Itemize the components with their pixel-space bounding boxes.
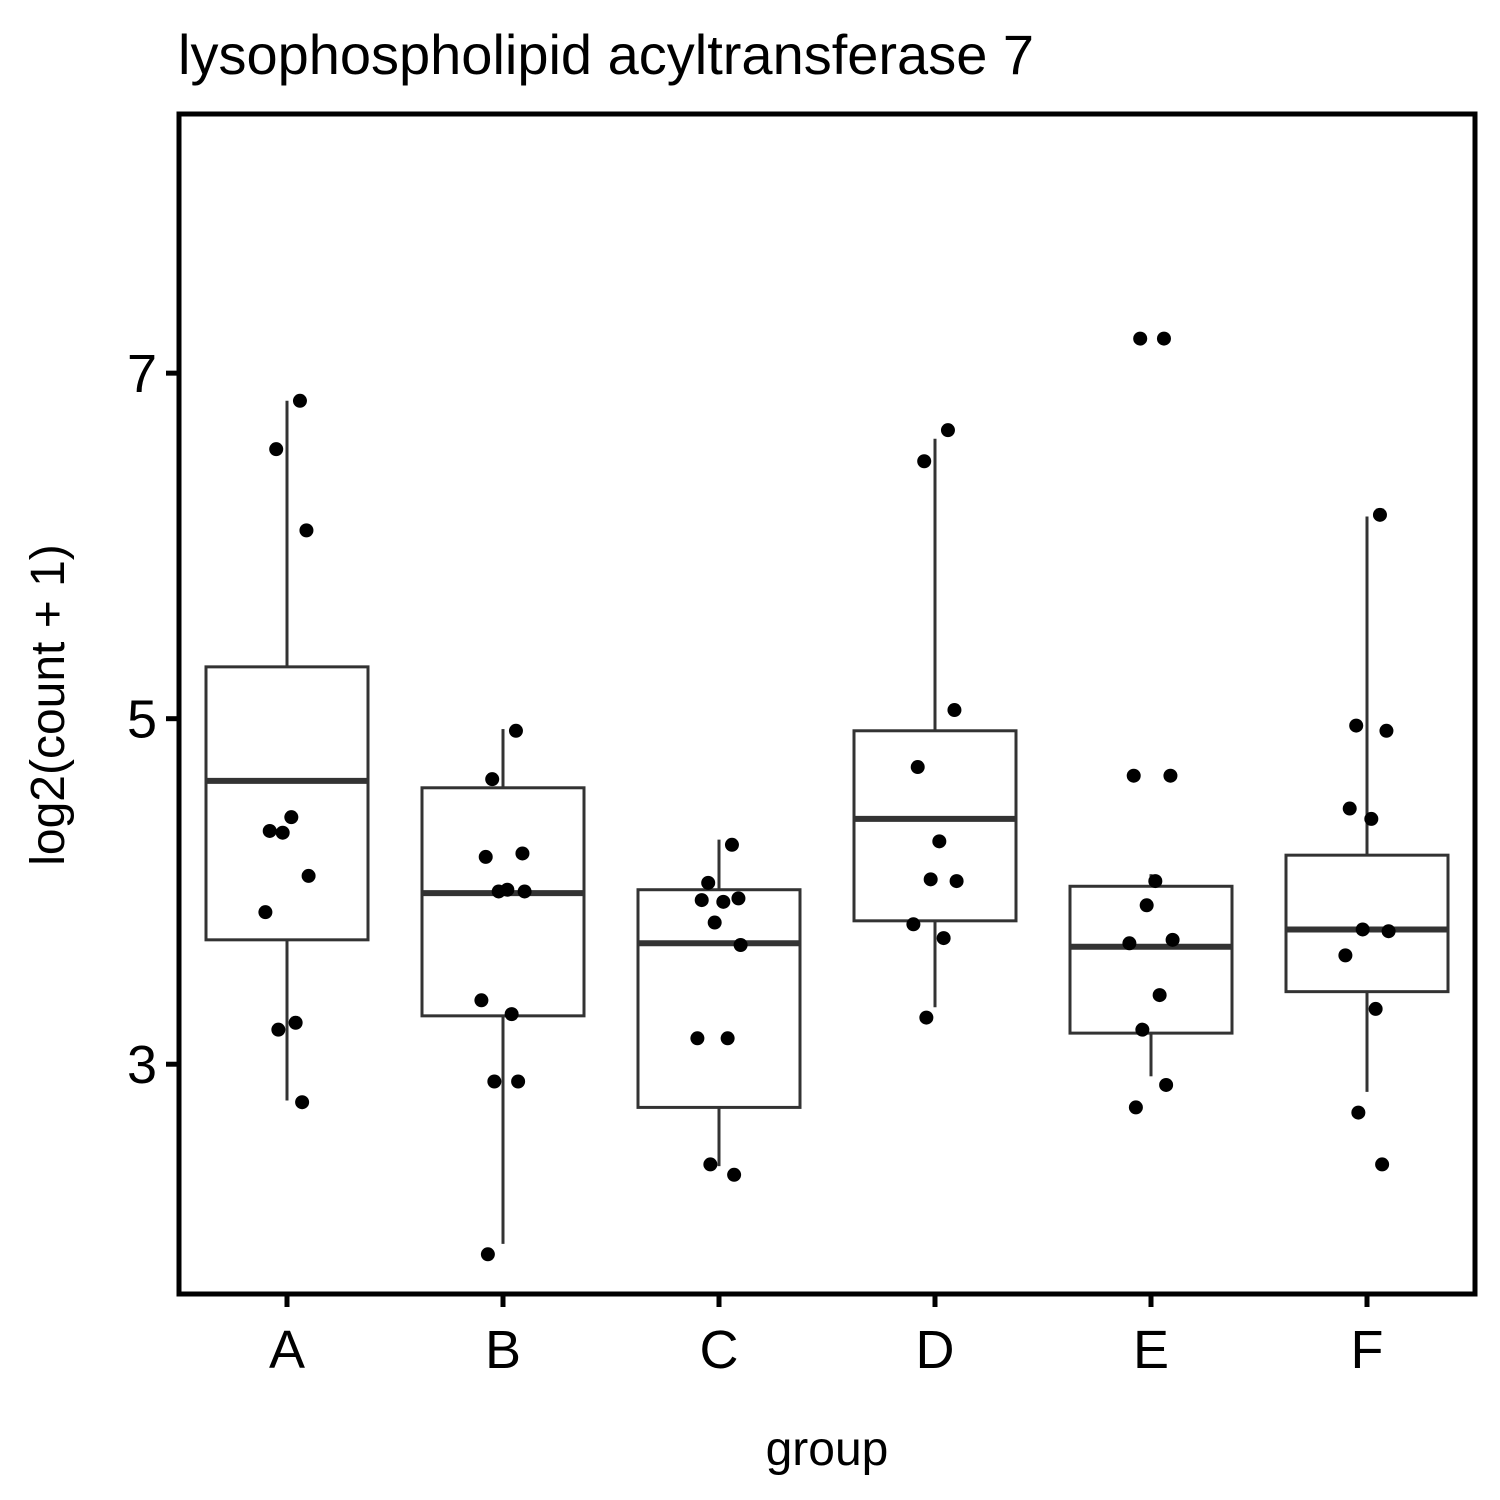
data-point-c: [724, 837, 739, 852]
data-point-f: [1355, 922, 1370, 937]
data-point-b: [478, 849, 493, 864]
box-group-a: [204, 400, 370, 1101]
data-point-a: [288, 1015, 303, 1030]
data-point-c: [701, 875, 716, 890]
data-point-c: [733, 938, 748, 953]
data-point-e: [1165, 932, 1180, 947]
data-point-f: [1364, 811, 1379, 826]
data-point-f: [1368, 1001, 1383, 1016]
y-tick-label: 7: [127, 344, 157, 404]
data-point-d: [906, 917, 921, 932]
data-point-c: [727, 1167, 742, 1182]
box-group-f: [1284, 516, 1450, 1092]
data-point-a: [258, 905, 273, 920]
data-point-d: [910, 760, 925, 775]
data-point-e: [1152, 988, 1167, 1003]
data-point-e: [1126, 768, 1141, 783]
data-point-b: [517, 884, 532, 899]
data-point-c: [694, 893, 709, 908]
data-point-a: [284, 810, 299, 825]
x-tick-label-a: A: [269, 1320, 305, 1380]
data-point-e: [1122, 936, 1137, 951]
data-point-d: [917, 454, 932, 469]
box-f: [1284, 853, 1450, 994]
data-point-b: [508, 723, 523, 738]
plot-area: [204, 331, 1450, 1262]
data-point-a: [271, 1022, 286, 1037]
box-group-d: [852, 438, 1018, 1008]
data-point-f: [1375, 1157, 1390, 1172]
data-point-e: [1148, 874, 1163, 889]
data-point-b: [474, 993, 489, 1008]
data-point-a: [299, 523, 314, 538]
data-point-e: [1128, 1100, 1143, 1115]
data-point-f: [1342, 801, 1357, 816]
x-tick-label-d: D: [916, 1320, 955, 1380]
data-point-b: [511, 1074, 526, 1089]
data-point-b: [491, 884, 506, 899]
data-point-f: [1381, 924, 1396, 939]
data-point-c: [703, 1157, 718, 1172]
data-point-c: [720, 1031, 735, 1046]
data-point-b: [485, 772, 500, 787]
data-point-e: [1133, 331, 1148, 346]
data-point-d: [949, 874, 964, 889]
y-tick-label: 3: [127, 1035, 157, 1095]
x-axis-label: group: [766, 1423, 889, 1476]
data-point-b: [480, 1247, 495, 1262]
x-tick-label-f: F: [1351, 1320, 1384, 1380]
data-point-c: [690, 1031, 705, 1046]
data-point-f: [1351, 1105, 1366, 1120]
data-point-a: [295, 1095, 310, 1110]
data-point-f: [1338, 948, 1353, 963]
plot-panel-border: [176, 111, 1478, 1297]
data-point-c: [716, 894, 731, 909]
axes: 3 5 7 A B C D E F: [127, 344, 1384, 1380]
data-point-d: [947, 703, 962, 718]
data-point-a: [269, 442, 284, 457]
data-point-d: [936, 931, 951, 946]
data-point-f: [1372, 507, 1387, 522]
data-point-f: [1349, 718, 1364, 733]
data-point-e: [1139, 898, 1154, 913]
data-point-e: [1156, 331, 1171, 346]
data-point-b: [515, 846, 530, 861]
data-point-e: [1159, 1077, 1174, 1092]
data-point-a: [292, 393, 307, 408]
x-tick-label-c: C: [700, 1320, 739, 1380]
box-group-b: [420, 729, 586, 1244]
box-a: [204, 665, 370, 942]
data-point-e: [1135, 1022, 1150, 1037]
data-point-d: [932, 834, 947, 849]
data-point-d: [919, 1010, 934, 1025]
x-tick-label-e: E: [1133, 1320, 1169, 1380]
data-point-d: [940, 423, 955, 438]
data-point-b: [487, 1074, 502, 1089]
data-point-a: [301, 868, 316, 883]
data-point-a: [262, 823, 277, 838]
data-point-c: [731, 891, 746, 906]
y-tick-label: 5: [127, 690, 157, 750]
data-point-f: [1379, 723, 1394, 738]
data-point-c: [707, 915, 722, 930]
data-point-b: [504, 1007, 519, 1022]
box-d: [852, 729, 1018, 923]
data-point-d: [923, 872, 938, 887]
data-point-e: [1163, 768, 1178, 783]
data-point-a: [275, 825, 290, 840]
y-axis-label: log2(count + 1): [22, 544, 75, 866]
box-group-c: [636, 839, 802, 1167]
chart-title: lysophospholipid acyltransferase 7: [178, 23, 1034, 86]
x-tick-label-b: B: [485, 1320, 521, 1380]
box-b: [420, 786, 586, 1018]
